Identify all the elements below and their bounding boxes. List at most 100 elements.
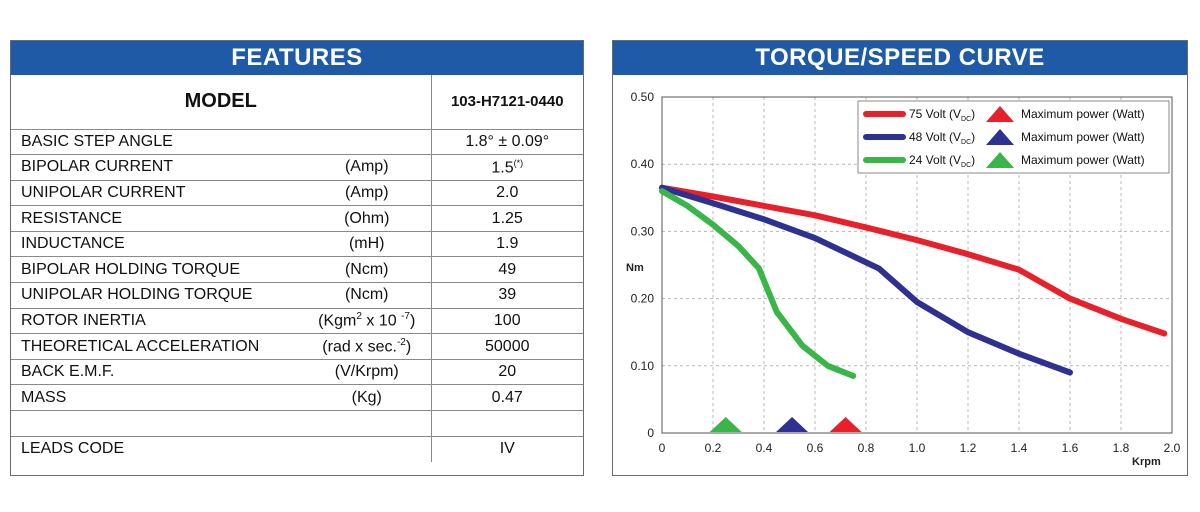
spec-value: 1.25 [430,205,583,232]
ticks: 0 0.2 0.4 0.6 0.8 1.0 1.2 1.4 1.6 1.8 2.0 0 0.10 0.20… [631,90,1181,455]
spec-row: RESISTANCE (Ohm) 1.25 [11,205,583,232]
spec-unit [303,436,431,462]
spec-value: IV [430,436,583,462]
spec-row: LEADS CODE IV [11,436,583,462]
legend-max-power-2: Maximum power (Watt) [1021,153,1145,167]
spec-value: 2.0 [430,180,583,207]
spec-value-text: 49 [498,260,517,278]
y-tick-label: 0.40 [631,157,655,171]
legend-marker-2 [986,152,1014,168]
unit-part: 2 [356,311,362,323]
torque-speed-chart: 0 0.2 0.4 0.6 0.8 1.0 1.2 1.4 1.6 1.8 2.0 0 0.10 0.20… [626,90,1181,468]
spec-value-text: 0.47 [491,388,523,406]
legend-label-0: 75 Volt (VDC) [909,107,975,123]
y-tick-label: 0.10 [631,359,655,373]
spec-value: 100 [430,308,583,335]
plot-frame [661,96,1173,434]
legend-label-2: 24 Volt (VDC) [909,153,975,169]
spec-row: BACK E.M.F. (V/Krpm) 20 [11,359,583,386]
features-title: FEATURES [11,41,583,75]
spec-unit [303,410,431,437]
unit-part: ) [405,338,412,356]
spec-unit: (Kgm2 x 10 -7) [303,308,431,335]
y-tick-label: 0.30 [631,224,655,238]
unit-part: (rad x sec. [322,338,397,356]
spec-value: 0.47 [430,384,583,412]
y-tick-label: 0.20 [631,292,655,306]
max-power-marker-0 [829,417,862,432]
spec-value: 50000 [430,333,583,360]
spec-name: UNIPOLAR CURRENT [11,180,303,207]
legend-max-power-0: Maximum power (Watt) [1021,107,1145,121]
max-power-markers [709,417,862,432]
spec-value: 1.9 [430,231,583,258]
spec-unit: (mH) [303,231,431,258]
spec-row: UNIPOLAR HOLDING TORQUE (Ncm) 39 [11,282,583,309]
spec-value: 1.5(*) [430,154,583,181]
x-tick-label: 1.6 [1062,441,1079,455]
x-tick-label: 0.8 [858,441,875,455]
unit-part: (Kgm [318,312,357,330]
legend-box [857,100,1170,174]
legend: 75 Volt (VDC) Maximum power (Watt)48 Volt… [857,100,1170,174]
spec-row: BIPOLAR CURRENT (Amp) 1.5(*) [11,154,583,181]
x-tick-label: 0 [659,441,666,455]
chart-title: TORQUE/SPEED CURVE [613,41,1187,75]
legend-sub: DC [961,139,971,146]
spec-unit [303,129,431,156]
y-axis-label: Nm [626,262,644,274]
spec-note: (*) [513,157,524,168]
series-lines [659,184,1168,379]
spec-value: 20 [430,359,583,386]
legend-name: 24 Volt (V [909,153,961,167]
spec-value: 1.8° ± 0.09° [430,129,583,156]
x-tick-label: 1.8 [1113,441,1130,455]
spec-value-text: 1.9 [496,235,519,253]
legend-sub: DC [961,162,971,169]
legend-marker-0 [986,106,1014,122]
spec-value [430,410,583,437]
spec-unit: (Ncm) [303,282,431,309]
spec-name: LEADS CODE [21,440,125,458]
torque-speed-panel: TORQUE/SPEED CURVE 0 0.2 0.4 0.6 0.8 1.0 1.2 1.… [612,40,1188,476]
spec-row: INDUCTANCE (mH) 1.9 [11,231,583,258]
x-tick-label: 0.2 [705,441,722,455]
spec-row: UNIPOLAR CURRENT (Amp) 2.0 [11,180,583,207]
spec-name: BASIC STEP ANGLE [11,129,303,156]
features-table: MODEL 103-H7121-0440 BASIC STEP ANGLE 1.8… [11,75,583,462]
spec-value-text: 1.8° ± 0.09° [465,132,550,150]
spec-unit: (V/Krpm) [303,359,431,386]
x-tick-label: 2.0 [1164,441,1181,455]
unit-part: -7 [401,311,410,323]
spec-name: ROTOR INERTIA [11,308,303,335]
spec-value-text: 2.0 [496,183,519,201]
legend-end: ) [971,153,975,167]
spec-row [11,410,583,437]
legend-marker-1 [986,129,1014,145]
legend-end: ) [971,130,975,144]
x-axis-label: Krpm [1132,456,1161,468]
spec-name [11,410,303,437]
x-tick-label: 1.2 [960,441,977,455]
spec-value-text: 50000 [485,337,530,355]
unit-part: ) [410,312,416,330]
spec-unit: (rad x sec.-2) [303,333,431,360]
x-tick-label: 0.6 [807,441,824,455]
spec-unit: (Ohm) [303,205,431,232]
legend-max-power-1: Maximum power (Watt) [1021,130,1145,144]
spec-value-text: 20 [498,363,517,381]
x-tick-label: 1.4 [1011,441,1028,455]
spec-name: BIPOLAR CURRENT [11,154,303,181]
model-value: 103-H7121-0440 [430,75,583,130]
series-line-2 [659,188,857,379]
x-tick-label: 1.0 [909,441,926,455]
spec-name: MASS [11,384,303,412]
series-line-0 [659,184,1168,337]
spec-name: THEORETICAL ACCELERATION [11,333,303,360]
model-label: MODEL [11,75,431,130]
spec-value: 49 [430,256,583,284]
model-row: MODEL 103-H7121-0440 [11,75,583,130]
y-tick-label: 0 [647,426,654,440]
spec-unit: (Amp) [303,154,431,181]
spec-value-text: 39 [498,286,517,304]
